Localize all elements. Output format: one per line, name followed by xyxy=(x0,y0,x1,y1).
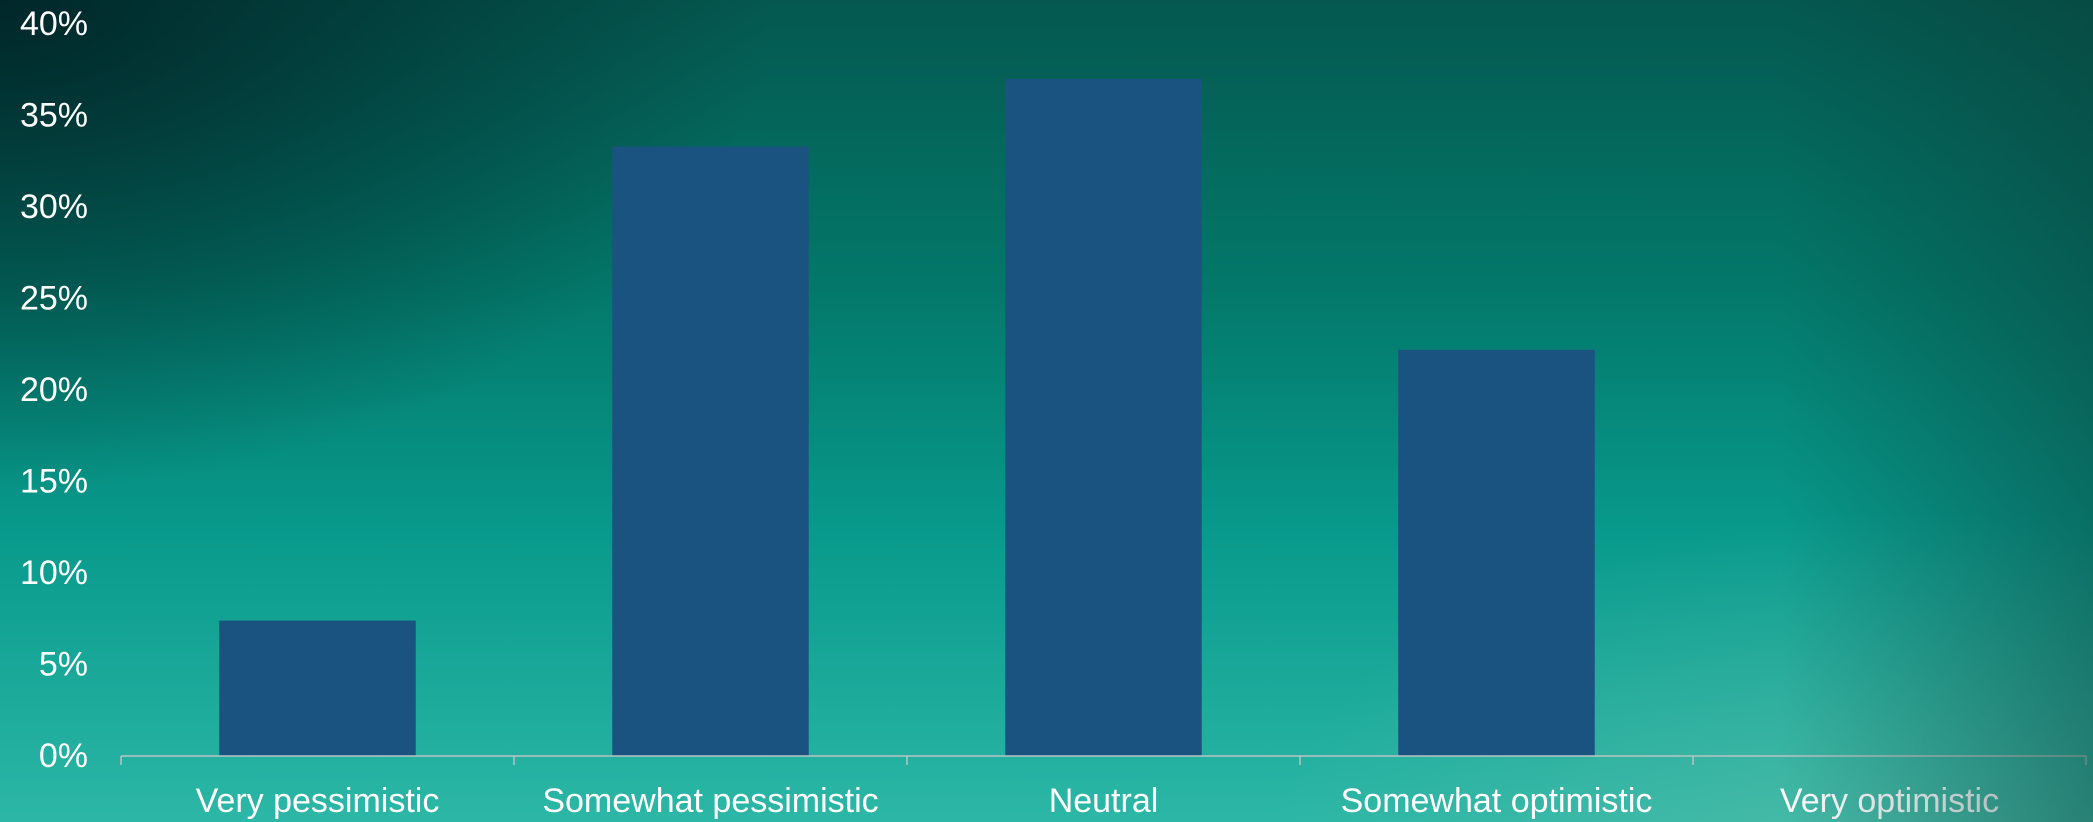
y-tick-label: 0% xyxy=(39,737,88,775)
x-category-label: Very pessimistic xyxy=(196,782,440,820)
x-axis-category-labels: Very pessimistic Somewhat pessimistic Neut… xyxy=(196,782,1999,820)
bar-neutral xyxy=(1005,78,1202,756)
y-tick-label: 25% xyxy=(20,280,88,318)
y-tick-label: 15% xyxy=(20,463,88,501)
y-tick-label: 40% xyxy=(20,5,88,43)
y-tick-label: 20% xyxy=(20,371,88,409)
x-category-label: Somewhat optimistic xyxy=(1341,782,1653,820)
x-category-label: Very optimistic xyxy=(1780,782,1999,820)
bar-very-pessimistic xyxy=(219,620,416,756)
bar-somewhat-optimistic xyxy=(1398,349,1595,756)
y-tick-label: 5% xyxy=(39,646,88,684)
x-axis xyxy=(120,755,2087,765)
y-tick-label: 35% xyxy=(20,97,88,135)
y-axis-tick-labels: 0% 5% 10% 15% 20% 25% 30% 35% 40% xyxy=(20,5,88,775)
bars xyxy=(219,78,1595,757)
bar-somewhat-pessimistic xyxy=(612,146,809,757)
x-category-label: Neutral xyxy=(1049,782,1159,820)
x-category-label: Somewhat pessimistic xyxy=(542,782,878,820)
y-tick-label: 10% xyxy=(20,554,88,592)
y-tick-label: 30% xyxy=(20,188,88,226)
